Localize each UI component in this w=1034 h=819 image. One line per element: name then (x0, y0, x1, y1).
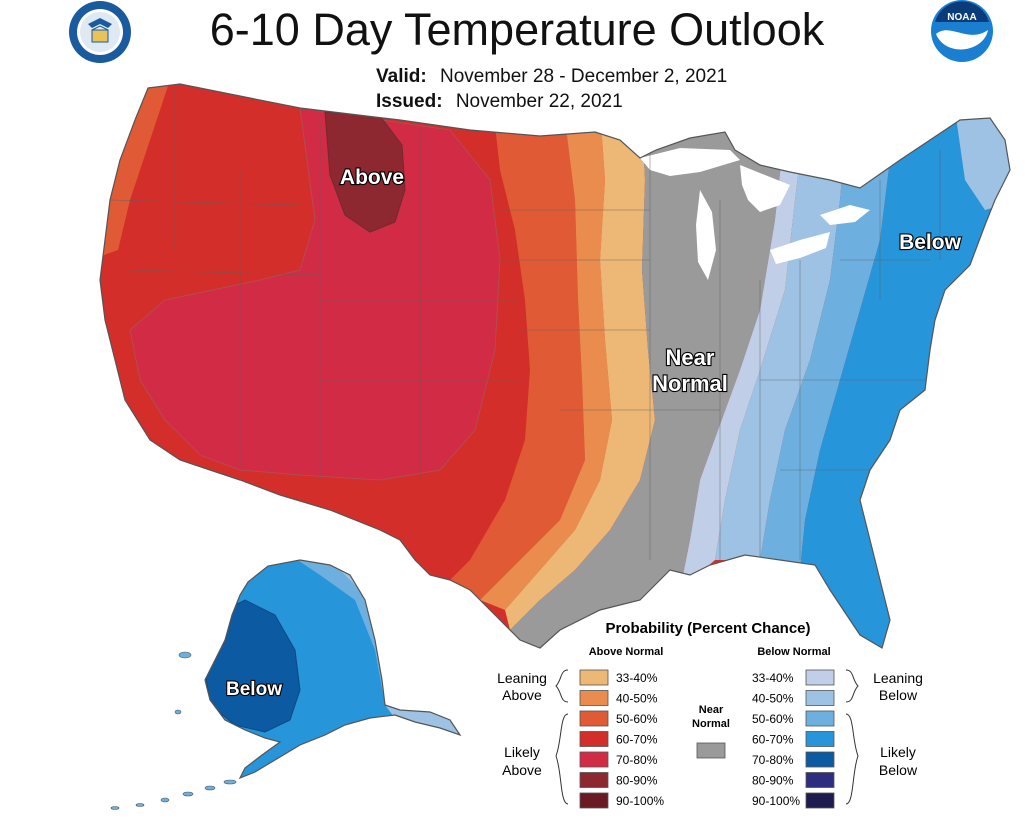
valid-dates: November 28 - December 2, 2021 (439, 66, 728, 87)
legend-below-label-0: 33-40% (752, 671, 794, 685)
legend-above-swatch-4 (579, 751, 609, 768)
legend-above-label-4: 70-80% (616, 753, 658, 767)
legend-likely-below-2: Below (879, 762, 918, 778)
label-below-east: Below (899, 231, 962, 254)
commerce-seal-logo (69, 1, 131, 63)
valid-label: Valid: (376, 66, 427, 87)
legend-above-swatch-1 (579, 690, 609, 706)
legend-near-header-2: Normal (692, 718, 730, 730)
legend-above-label-5: 80-90% (616, 774, 658, 788)
legend-above-swatch-2 (579, 710, 609, 727)
legend-below-swatch-0 (805, 669, 835, 686)
legend-below-label-5: 80-90% (752, 774, 794, 788)
conus-outline (99, 83, 1011, 649)
legend-likely-above-2: Above (502, 762, 542, 778)
map-title: 6-10 Day Temperature Outlook (209, 4, 825, 55)
legend-below-swatch-5 (805, 772, 835, 788)
issued-label: Issued: (376, 91, 443, 112)
noaa-logo-text: NOAA (947, 12, 976, 23)
aleutian-islands (110, 651, 237, 810)
legend-below-swatch-2 (805, 710, 835, 727)
legend-near-header-1: Near (699, 704, 724, 716)
legend-above-label-6: 90-100% (616, 794, 664, 808)
legend-below-label-3: 60-70% (752, 733, 794, 747)
legend-below-swatches: 33-40% 40-50% 50-60% 60-70% 70-80% 80-90% 90-1… (752, 669, 835, 809)
legend-above-label-3: 60-70% (616, 733, 658, 747)
legend-below-header: Below Normal (757, 646, 830, 658)
valid-line: Valid: November 28 - December 2, 2021 (376, 66, 727, 88)
legend-above-swatch-0 (579, 669, 609, 686)
issued-date: November 22, 2021 (455, 91, 623, 112)
label-below-alaska: Below (226, 679, 282, 700)
issued-line: Issued: November 22, 2021 (376, 91, 623, 113)
legend-below-swatch-6 (805, 792, 835, 809)
legend-above-swatches: 33-40% 40-50% 50-60% 60-70% 70-80% 80-90% 90-1… (579, 669, 664, 809)
label-near-normal-2: Normal (652, 371, 728, 396)
legend-above-header: Above Normal (589, 646, 664, 658)
legend-leaning-above-1: Leaning (497, 670, 547, 686)
noaa-logo: NOAA (931, 0, 993, 62)
legend-leaning-above-2: Above (502, 687, 542, 703)
legend-below-swatch-3 (805, 731, 835, 747)
alaska-outline (204, 559, 462, 780)
legend-below-label-2: 50-60% (752, 712, 794, 726)
legend-title: Probability (Percent Chance) (605, 620, 810, 637)
label-above: Above (340, 166, 404, 189)
legend-leaning-below-1: Leaning (873, 670, 923, 686)
legend-below-label-4: 70-80% (752, 753, 794, 767)
legend-likely-above-1: Likely (504, 744, 540, 760)
legend-near-swatch (696, 742, 726, 759)
conus-region (100, 84, 1010, 648)
alaska-region (205, 560, 460, 778)
legend-leaning-below-2: Below (879, 687, 918, 703)
legend: Probability (Percent Chance) Above Norma… (497, 620, 923, 809)
legend-above-label-2: 50-60% (616, 712, 658, 726)
legend-above-swatch-6 (579, 792, 609, 809)
legend-above-label-0: 33-40% (616, 671, 658, 685)
legend-below-swatch-1 (805, 690, 835, 706)
legend-below-swatch-4 (805, 751, 835, 768)
legend-above-label-1: 40-50% (616, 692, 658, 706)
legend-below-label-6: 90-100% (752, 794, 800, 808)
legend-below-label-1: 40-50% (752, 692, 794, 706)
legend-above-swatch-5 (579, 772, 609, 788)
label-near-normal-1: Near (666, 345, 715, 370)
legend-above-swatch-3 (579, 731, 609, 747)
legend-likely-below-1: Likely (880, 744, 916, 760)
